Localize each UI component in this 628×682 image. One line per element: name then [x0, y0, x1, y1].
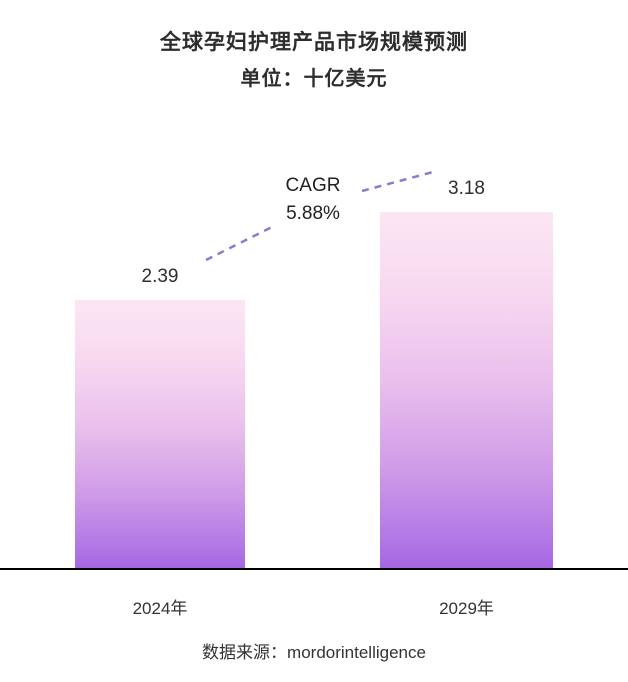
bar-value-label-2024: 2.39: [141, 266, 179, 287]
chart-title: 全球孕妇护理产品市场规模预测: [160, 31, 468, 54]
bar-value-label-2029: 3.18: [448, 178, 485, 199]
x-axis-label-2024: 2024年: [132, 599, 188, 618]
chart-subtitle: 单位：十亿美元: [240, 68, 388, 90]
cagr-value: 5.88%: [286, 203, 340, 224]
bar-2024: [75, 300, 245, 568]
x-axis-label-2029: 2029年: [439, 599, 494, 618]
x-axis-line: [0, 568, 628, 570]
cagr-label: CAGR: [285, 175, 341, 196]
cagr-annotation: CAGR 5.88%: [258, 172, 368, 228]
data-source-note: 数据来源：mordorintelligence: [202, 643, 426, 662]
bar-2029: [380, 212, 553, 568]
